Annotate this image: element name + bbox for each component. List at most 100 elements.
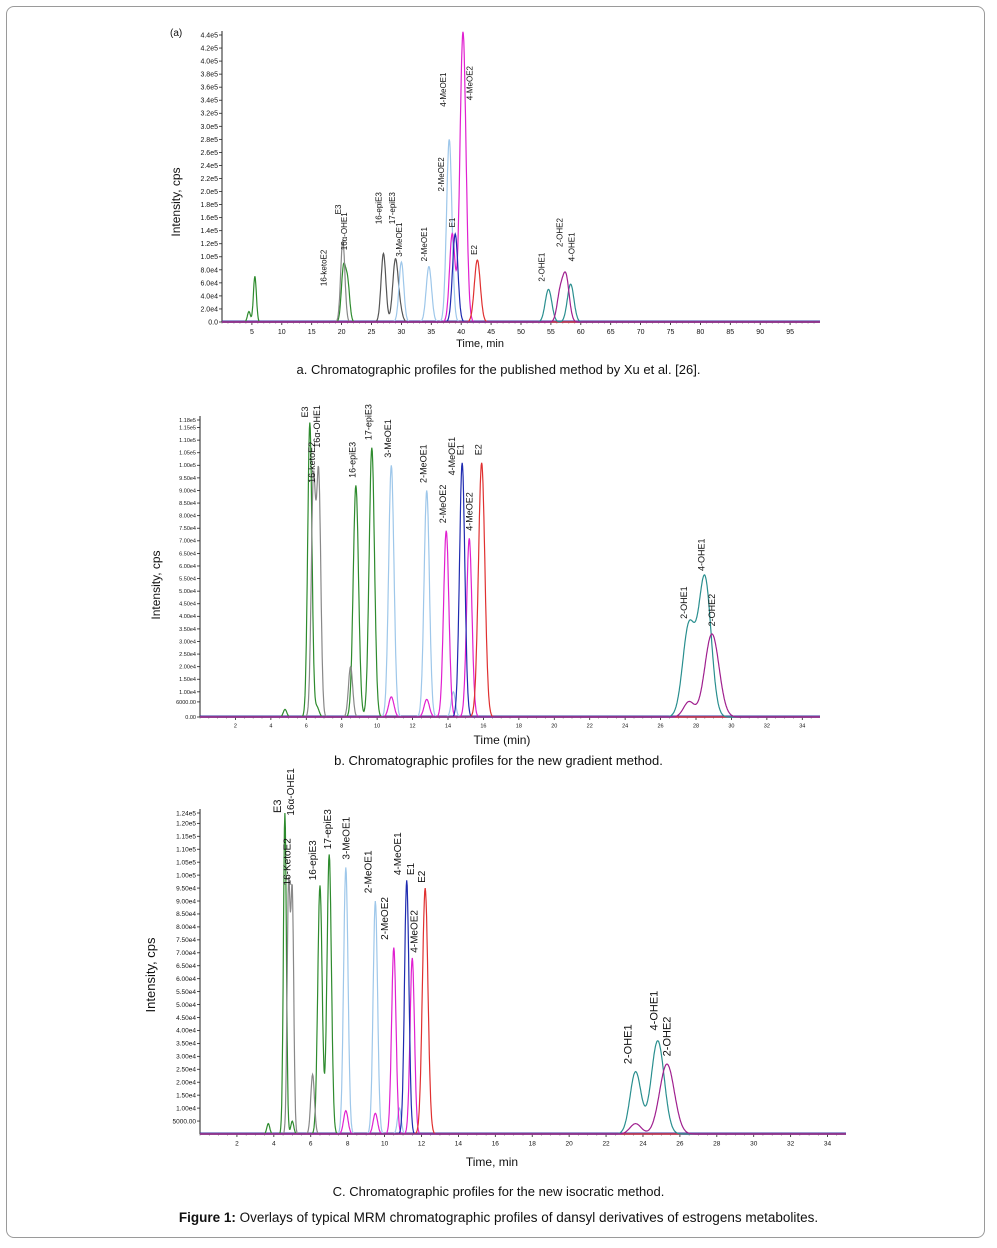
y-tick-label: 2.50e4 [176,1067,196,1074]
y-tick-label: 2.00e4 [179,665,196,671]
y-tick-label: 3.00e4 [176,1054,196,1061]
y-tick-label: 3.50e4 [176,1041,196,1048]
y-tick-label: 1.6e5 [200,215,218,222]
y-tick-label: 7.50e4 [179,526,196,532]
y-tick-label: 4.4e5 [200,32,218,39]
y-tick-label: 2.0e5 [200,189,218,196]
peak-label: 16-KetoE2 [282,838,293,886]
peak-label: 2-MeOE2 [380,897,391,940]
y-tick-label: 5000.00 [173,1118,197,1125]
caption-b: b. Chromatographic profiles for the new … [334,753,663,768]
y-tick-label: 6.0e4 [200,280,218,287]
peak-label: 4-MeOE2 [465,492,475,531]
series-line-5 [200,888,846,1135]
figure-label: Figure 1: [178,1210,236,1225]
peak-label: E2 [473,444,483,455]
y-tick-label: 3.00e4 [179,639,196,645]
y-tick-label: 8.50e4 [179,501,196,507]
peak-label: 17-epiE3 [323,809,334,849]
y-tick-label: 1.18e5 [179,418,196,424]
peak-label: 2-OHE2 [662,1017,674,1057]
peak-label: 4-MeOE1 [393,832,404,875]
x-tick-label: 20 [338,329,346,336]
x-tick-label: 50 [517,329,525,336]
x-tick-label: 16 [480,724,486,730]
series-line-0 [200,812,846,1135]
peak-label: 2-OHE1 [538,252,547,281]
y-tick-label: 1.50e4 [179,677,196,683]
y-tick-label: 9.50e4 [176,885,196,892]
x-tick-label: 26 [676,1141,684,1148]
series-line-2 [200,867,846,1135]
y-tick-label: 1.00e5 [176,872,196,879]
x-tick-label: 4 [269,724,272,730]
x-tick-label: 45 [487,329,495,336]
y-tick-label: 7.50e4 [176,937,196,944]
y-tick-label: 1.10e5 [176,847,196,854]
y-tick-label: 4.50e4 [179,602,196,608]
y-tick-label: 8.50e4 [176,911,196,918]
y-tick-label: 6.00e4 [176,976,196,983]
y-tick-label: 2.4e5 [200,163,218,170]
x-tick-label: 26 [658,724,664,730]
peak-label: 4-OHE1 [568,232,577,261]
y-tick-label: 6.00e4 [179,564,196,570]
y-tick-label: 4.0e4 [200,293,218,300]
peak-label: E1 [406,862,417,875]
panel-label: (a) [170,28,182,39]
peak-label: 16-epiE3 [374,192,383,225]
peak-label: 4-MeOE2 [465,65,474,100]
y-tick-label: 1.0e5 [200,254,218,261]
y-tick-label: 0.00 [185,715,196,721]
x-tick-label: 80 [697,329,705,336]
peak-label: E3 [272,800,284,813]
x-tick-label: 95 [786,329,794,336]
x-tick-label: 12 [410,724,416,730]
x-tick-label: 4 [272,1141,276,1148]
peak-label: 16-ketoE2 [307,442,317,483]
y-tick-label: 7.00e4 [176,950,196,957]
x-tick-label: 30 [728,724,734,730]
x-tick-label: 30 [750,1141,758,1148]
series-line-7 [200,633,820,718]
y-axis-label: Intensity, cps [143,937,158,1012]
y-tick-label: 5.50e4 [179,576,196,582]
peak-label: E2 [417,870,428,883]
y-tick-label: 1.8e5 [200,202,218,209]
series-line-1 [200,876,846,1135]
x-tick-label: 2 [235,1141,239,1148]
x-tick-label: 5 [250,329,254,336]
y-tick-label: 2.2e5 [200,176,218,183]
x-tick-label: 55 [547,329,555,336]
peak-label: 2-OHE1 [679,586,689,619]
y-tick-label: 3.8e5 [200,72,218,79]
peak-label: 17-epiE3 [388,192,397,225]
caption-c: C. Chromatographic profiles for the new … [332,1184,665,1199]
y-tick-label: 8.00e4 [179,514,196,520]
x-tick-label: 18 [516,724,522,730]
x-tick-label: 22 [587,724,593,730]
figure-frame [6,6,985,1238]
y-tick-label: 0.0 [208,319,218,326]
x-tick-label: 14 [455,1141,463,1148]
y-tick-label: 2.00e4 [176,1080,196,1087]
y-tick-label: 1.50e4 [176,1092,196,1099]
y-tick-label: 1.20e5 [176,821,196,828]
x-tick-label: 32 [764,724,770,730]
peak-label: 4-MeOE2 [410,910,421,953]
y-tick-label: 2.6e5 [200,150,218,157]
y-tick-label: 9.00e4 [179,488,196,494]
x-tick-label: 34 [824,1141,832,1148]
peak-label: 16-epiE3 [308,840,319,880]
y-tick-label: 4.50e4 [176,1015,196,1022]
y-tick-label: 6.50e4 [179,551,196,557]
y-tick-label: 1.15e5 [179,425,196,431]
peak-label: 4-MeOE1 [439,72,448,107]
x-tick-label: 75 [667,329,675,336]
y-tick-label: 2.0e4 [200,306,218,313]
y-tick-label: 4.0e5 [200,59,218,66]
y-tick-label: 1.00e4 [176,1105,196,1112]
peak-label: E1 [448,217,457,227]
